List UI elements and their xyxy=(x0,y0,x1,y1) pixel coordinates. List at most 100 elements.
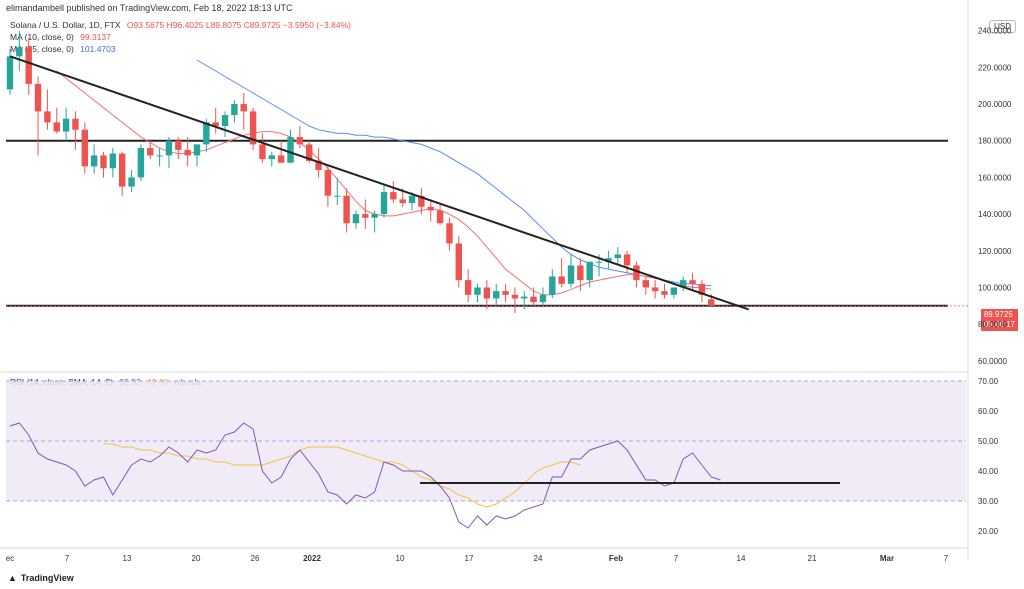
tradingview-logo[interactable]: ▲ TradingView xyxy=(8,573,74,583)
candle-body xyxy=(231,104,238,116)
candle-body xyxy=(427,206,434,211)
time-tick-label: 24 xyxy=(534,554,543,563)
candle-body xyxy=(81,129,88,167)
price-tick-label: 160.0000 xyxy=(978,173,1012,182)
time-tick-label: 17 xyxy=(465,554,474,563)
candle-body xyxy=(436,210,444,224)
candle-body xyxy=(586,261,593,281)
candle-body xyxy=(203,122,210,145)
candle-body xyxy=(240,104,247,112)
last-price-tag: 89.9725 05:46:17 xyxy=(980,309,1018,331)
rsi-tick-label: 70.00 xyxy=(978,377,999,386)
candle-body xyxy=(306,144,313,161)
candle-body xyxy=(661,291,668,295)
time-tick-label: Feb xyxy=(609,554,623,563)
candle-body xyxy=(605,258,612,262)
candle-body xyxy=(343,195,350,224)
candle-body xyxy=(408,195,416,204)
candle-body xyxy=(62,118,70,132)
candle-body xyxy=(90,155,98,167)
candle-body xyxy=(689,280,696,284)
candle-body xyxy=(455,243,462,281)
candle-body xyxy=(72,118,79,130)
time-tick-label: 20 xyxy=(192,554,201,563)
candle-body xyxy=(530,296,537,303)
time-tick-label: 2022 xyxy=(303,554,321,563)
candle-body xyxy=(147,148,154,156)
rsi-tick-label: 60.00 xyxy=(978,407,999,416)
ma25-label: MA (25, close, 0) xyxy=(10,44,74,54)
candle-body xyxy=(418,195,425,207)
candle-body xyxy=(193,144,201,156)
candle-body xyxy=(16,47,23,57)
candle-body xyxy=(595,261,603,263)
price-tick-label: 60.0000 xyxy=(978,357,1007,366)
candle-body xyxy=(156,155,163,157)
candle-body xyxy=(651,287,659,292)
time-tick-label: 10 xyxy=(396,554,405,563)
candle-body xyxy=(502,291,509,295)
ohlc-values: O93.5675 H96.4025 L89.8075 C89.9725 −3.5… xyxy=(126,20,351,30)
candle-body xyxy=(324,170,332,196)
price-tick-label: 100.0000 xyxy=(978,283,1012,292)
time-tick-label: 21 xyxy=(808,554,817,563)
rsi-tick-label: 20.00 xyxy=(978,527,999,536)
candle-body xyxy=(549,276,556,295)
rsi-line xyxy=(9,422,721,529)
price-tick-label: 220.0000 xyxy=(978,63,1012,72)
candle-body xyxy=(175,140,182,150)
candle-body xyxy=(698,283,706,295)
candle-body xyxy=(493,291,500,299)
time-tick-label: 26 xyxy=(251,554,260,563)
currency-button[interactable]: USD xyxy=(989,20,1016,33)
candle-body xyxy=(474,287,481,295)
ma10-value: 99.3137 xyxy=(80,32,111,42)
candle-body xyxy=(296,137,304,145)
publisher-info: elimandambell published on TradingView.c… xyxy=(6,3,293,13)
last-price: 89.9725 xyxy=(983,310,1013,319)
time-tick-label: 13 xyxy=(123,554,132,563)
candle-body xyxy=(614,254,621,259)
candle-body xyxy=(464,280,472,295)
candle-body xyxy=(399,199,406,204)
candle-body xyxy=(287,137,294,163)
bar-countdown: 05:46:17 xyxy=(983,320,1015,329)
time-tick-label: ec xyxy=(6,554,14,563)
candle-body xyxy=(25,47,32,84)
ma25-value: 101.4703 xyxy=(80,44,116,54)
candle-body xyxy=(184,149,191,156)
candle-body xyxy=(642,280,649,288)
time-tick-label: 14 xyxy=(737,554,746,563)
candle-body xyxy=(249,111,257,145)
candle-body xyxy=(708,299,715,306)
candle-body xyxy=(6,56,14,90)
candle-body xyxy=(362,214,369,218)
candle-body xyxy=(567,265,575,284)
price-tick-label: 240.0000 xyxy=(978,27,1012,36)
candle-body xyxy=(128,177,135,187)
candle-body xyxy=(623,254,631,266)
candle-body xyxy=(109,153,117,169)
candle-body xyxy=(137,148,145,178)
candle-body xyxy=(633,265,640,281)
legend-main: Solana / U.S. Dollar, 1D, FTX O93.5675 H… xyxy=(10,20,351,30)
time-tick-label: 7 xyxy=(674,554,679,563)
candle-body xyxy=(680,280,687,288)
rsi-sma-line xyxy=(103,443,581,508)
candle-body xyxy=(165,140,173,156)
candle-body xyxy=(483,287,491,299)
price-tick-label: 180.0000 xyxy=(978,137,1012,146)
candle-body xyxy=(539,294,547,303)
legend-ma10: MA (10, close, 0) 99.3137 xyxy=(10,32,111,42)
candle-body xyxy=(100,155,107,169)
candle-body xyxy=(670,287,678,295)
candle-body xyxy=(511,294,519,299)
tradingview-logo-text: TradingView xyxy=(20,573,74,583)
candle-body xyxy=(371,214,378,218)
candle-body xyxy=(315,160,322,171)
tradingview-logo-icon: ▲ xyxy=(8,573,17,583)
candle-body xyxy=(44,111,51,123)
rsi-tick-label: 40.00 xyxy=(978,467,999,476)
symbol-name: Solana / U.S. Dollar, 1D, FTX xyxy=(10,20,121,30)
